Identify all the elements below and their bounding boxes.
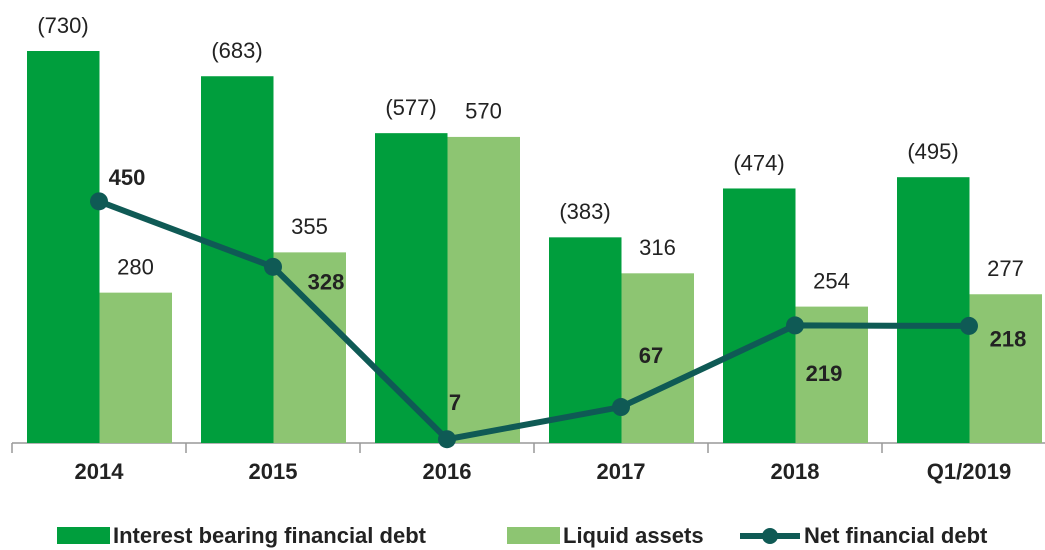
bar-value-label: 316 xyxy=(639,235,676,260)
bar xyxy=(273,252,346,443)
line-point xyxy=(786,316,804,335)
line-value-label: 67 xyxy=(639,343,663,368)
x-tick-label: 2017 xyxy=(597,459,646,484)
x-tick-label: 2016 xyxy=(423,459,472,484)
bar-value-label: 355 xyxy=(291,214,328,239)
x-tick-label: 2018 xyxy=(771,459,820,484)
bar xyxy=(447,136,520,444)
line xyxy=(97,198,970,443)
bar xyxy=(723,188,796,443)
x-tick-label: Q1/2019 xyxy=(927,459,1011,484)
legend-label: Liquid assets xyxy=(563,523,704,548)
line-point xyxy=(960,316,978,335)
bar xyxy=(99,292,172,443)
bar-value-label: (577) xyxy=(385,95,436,120)
legend-label: Net financial debt xyxy=(804,523,988,548)
x-tick-label: 2014 xyxy=(75,459,125,484)
bar xyxy=(375,133,448,443)
bar-value-label: (730) xyxy=(37,13,88,38)
x-tick-label: 2015 xyxy=(249,459,298,484)
legend-swatch xyxy=(57,527,110,544)
line-point xyxy=(612,398,630,417)
bar-value-label: 277 xyxy=(987,256,1024,281)
line-value-label: 450 xyxy=(109,165,146,190)
line-point xyxy=(438,430,456,449)
line-value-label: 219 xyxy=(806,361,843,386)
bar xyxy=(969,294,1042,443)
line-value-label: 218 xyxy=(990,327,1027,352)
bar-value-label: (474) xyxy=(733,150,784,175)
bar xyxy=(795,306,868,443)
legend-swatch xyxy=(507,527,560,544)
line-value-label: 328 xyxy=(308,270,345,295)
legend-label: Interest bearing financial debt xyxy=(113,523,427,548)
bar xyxy=(621,273,694,443)
bar-value-label: (683) xyxy=(211,38,262,63)
bar xyxy=(201,76,274,444)
bar xyxy=(897,177,970,444)
bar-value-label: 280 xyxy=(117,254,154,279)
line-point xyxy=(264,257,282,276)
bar-value-label: 570 xyxy=(465,99,502,124)
bar-value-label: (495) xyxy=(907,139,958,164)
bar-value-label: (383) xyxy=(559,199,610,224)
bar xyxy=(27,51,100,443)
bar-value-label: 254 xyxy=(813,268,850,293)
legend-swatch-marker xyxy=(762,528,778,544)
line-point xyxy=(90,192,108,211)
line-value-label: 7 xyxy=(449,390,461,415)
